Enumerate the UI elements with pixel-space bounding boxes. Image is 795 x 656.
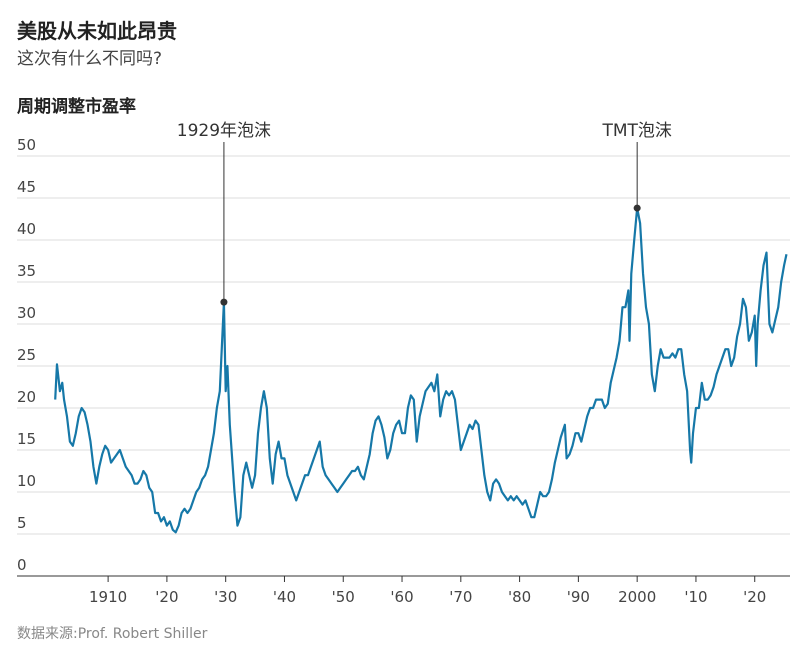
x-tick-label: '50 (332, 588, 355, 606)
y-tick-label: 20 (17, 388, 36, 406)
y-tick-label: 30 (17, 304, 36, 322)
y-tick-label: 10 (17, 472, 36, 490)
annotation-label: 1929年泡沫 (177, 121, 271, 141)
y-tick-label: 45 (17, 178, 36, 196)
y-tick-label: 50 (17, 136, 36, 154)
x-tick-label: 1910 (89, 588, 127, 606)
y-tick-label: 15 (17, 430, 36, 448)
x-tick-label: '30 (214, 588, 237, 606)
y-tick-label: 40 (17, 220, 36, 238)
chart-title: 美股从未如此昂贵 (17, 19, 177, 43)
x-tick-label: '90 (567, 588, 590, 606)
x-tick-label: '60 (390, 588, 413, 606)
annotation-label: TMT泡沫 (601, 121, 671, 141)
x-tick-label: '10 (684, 588, 707, 606)
annotation-dot (633, 204, 641, 212)
x-tick-label: '20 (155, 588, 178, 606)
x-tick-label: 2000 (618, 588, 656, 606)
x-tick-label: '80 (508, 588, 531, 606)
y-axis-title: 周期调整市盈率 (17, 96, 136, 117)
x-tick-label: '40 (273, 588, 296, 606)
source: 数据来源:Prof. Robert Shiller (17, 626, 208, 642)
y-tick-label: 0 (17, 556, 27, 574)
x-tick-label: '20 (743, 588, 766, 606)
chart-subtitle: 这次有什么不同吗? (17, 49, 162, 69)
y-tick-label: 5 (17, 514, 27, 532)
y-tick-label: 35 (17, 262, 36, 280)
cape-line (54, 206, 788, 534)
annotation-dot (220, 298, 228, 306)
x-tick-label: '70 (449, 588, 472, 606)
y-tick-label: 25 (17, 346, 36, 364)
